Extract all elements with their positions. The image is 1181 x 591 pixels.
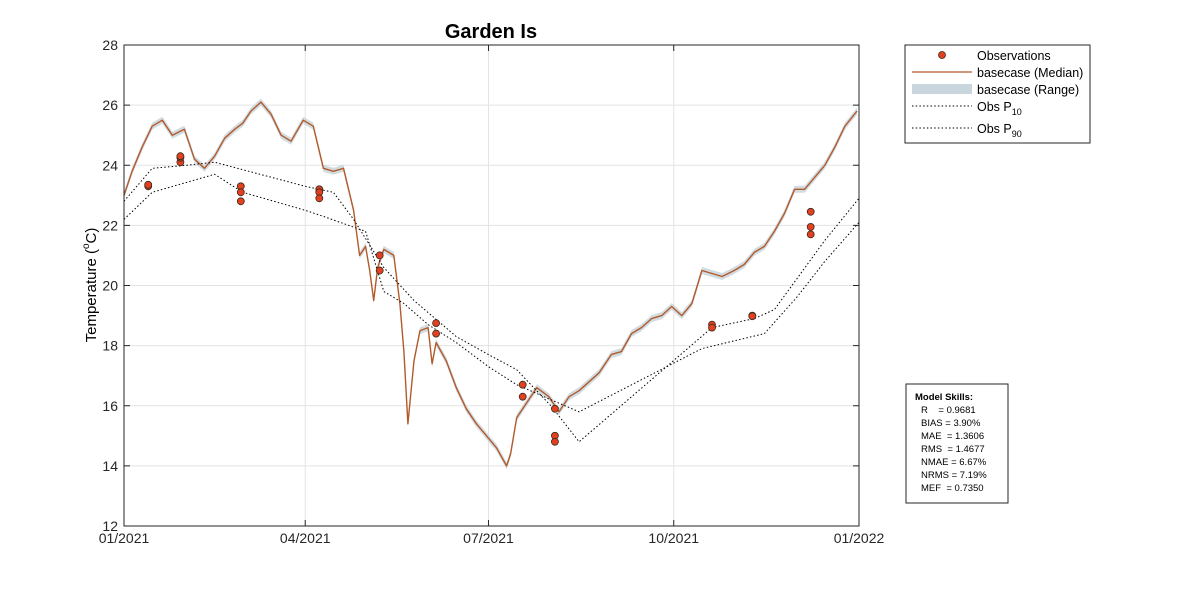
y-axis-label: Temperature (oC) xyxy=(81,228,100,343)
model-skill-nrms: NRMS = 7.19% xyxy=(921,470,987,481)
observation-point xyxy=(551,437,559,446)
model-skill-mef: MEF = 0.7350 xyxy=(921,483,984,494)
model-skill-bias: BIAS = 3.90% xyxy=(921,418,981,429)
observation-point xyxy=(432,319,441,328)
model-skill-r: R = 0.9681 xyxy=(921,405,976,416)
observation-point xyxy=(806,230,815,239)
observation-point xyxy=(144,180,153,189)
legend-label-p90-sub: 90 xyxy=(1012,129,1022,139)
y-tick-label: 26 xyxy=(102,97,118,113)
x-tick-label: 01/2022 xyxy=(834,530,885,546)
model-skill-rms: RMS = 1.4677 xyxy=(921,444,985,455)
y-tick-label: 14 xyxy=(102,458,118,474)
observation-point xyxy=(176,152,185,161)
legend-label-observations: Observations xyxy=(977,49,1051,63)
observation-point xyxy=(432,329,441,338)
observation-point xyxy=(518,380,527,389)
y-tick-label: 20 xyxy=(102,278,118,294)
x-tick-label: 07/2021 xyxy=(463,530,514,546)
legend-label-range: basecase (Range) xyxy=(977,83,1079,97)
observation-point xyxy=(806,222,815,231)
percentile-series xyxy=(123,161,860,443)
plot-area: 12 14 16 18 20 22 24 26 28 01/2021 04/2021 07/2021 1… xyxy=(99,37,885,546)
median-line xyxy=(123,101,858,467)
legend-label-p90-main: Obs P xyxy=(977,122,1012,136)
observation-point xyxy=(315,194,324,203)
x-tick-label: 10/2021 xyxy=(648,530,699,546)
observation-point xyxy=(236,188,245,197)
y-tick-label: 16 xyxy=(102,398,118,414)
y-axis-label-main: Temperature ( xyxy=(83,249,100,342)
y-tick-label: 28 xyxy=(102,37,118,53)
y-tick-label: 24 xyxy=(102,157,118,173)
median-series xyxy=(123,101,858,467)
observation-point xyxy=(375,251,384,260)
legend-swatch-observations xyxy=(938,51,946,59)
legend-label-p10: Obs P10 xyxy=(977,100,1022,117)
legend-label-p10-main: Obs P xyxy=(977,100,1012,114)
model-skill-nmae: NMAE = 6.67% xyxy=(921,457,987,468)
model-skills-box: Model Skills: R = 0.9681 BIAS = 3.90% MA… xyxy=(905,383,1009,504)
observation-point xyxy=(551,404,559,413)
legend-label-median: basecase (Median) xyxy=(977,66,1083,80)
legend-box xyxy=(904,44,1091,144)
obs-p10-line xyxy=(123,173,860,413)
observation-point xyxy=(518,392,527,401)
axis-ticks: 12 14 16 18 20 22 24 26 28 01/2021 04/2021 07/2021 1… xyxy=(99,37,885,546)
observation-point xyxy=(236,197,245,206)
grid-lines xyxy=(124,45,859,526)
y-axis-label-degree: o xyxy=(81,243,92,249)
model-skills-frame xyxy=(905,383,1009,504)
chart-title: Garden Is xyxy=(445,21,537,43)
x-tick-label: 04/2021 xyxy=(280,530,331,546)
legend-label-p10-sub: 10 xyxy=(1012,107,1022,117)
x-tick-label: 01/2021 xyxy=(99,530,150,546)
legend-label-p90: Obs P90 xyxy=(977,122,1022,139)
legend-swatch-range xyxy=(912,84,972,94)
observation-point xyxy=(375,266,384,275)
y-axis-label-unit: C) xyxy=(83,228,100,244)
observation-markers xyxy=(144,152,815,446)
y-tick-label: 18 xyxy=(102,338,118,354)
y-tick-label: 12 xyxy=(102,518,118,534)
y-tick-label: 22 xyxy=(102,217,118,233)
model-skill-mae: MAE = 1.3606 xyxy=(921,431,984,442)
model-skills-title: Model Skills: xyxy=(915,392,973,403)
observation-point xyxy=(708,323,716,332)
observation-point xyxy=(748,312,757,321)
observation-point xyxy=(806,207,815,216)
legend: Observations basecase (Median) basecase … xyxy=(904,44,1091,144)
